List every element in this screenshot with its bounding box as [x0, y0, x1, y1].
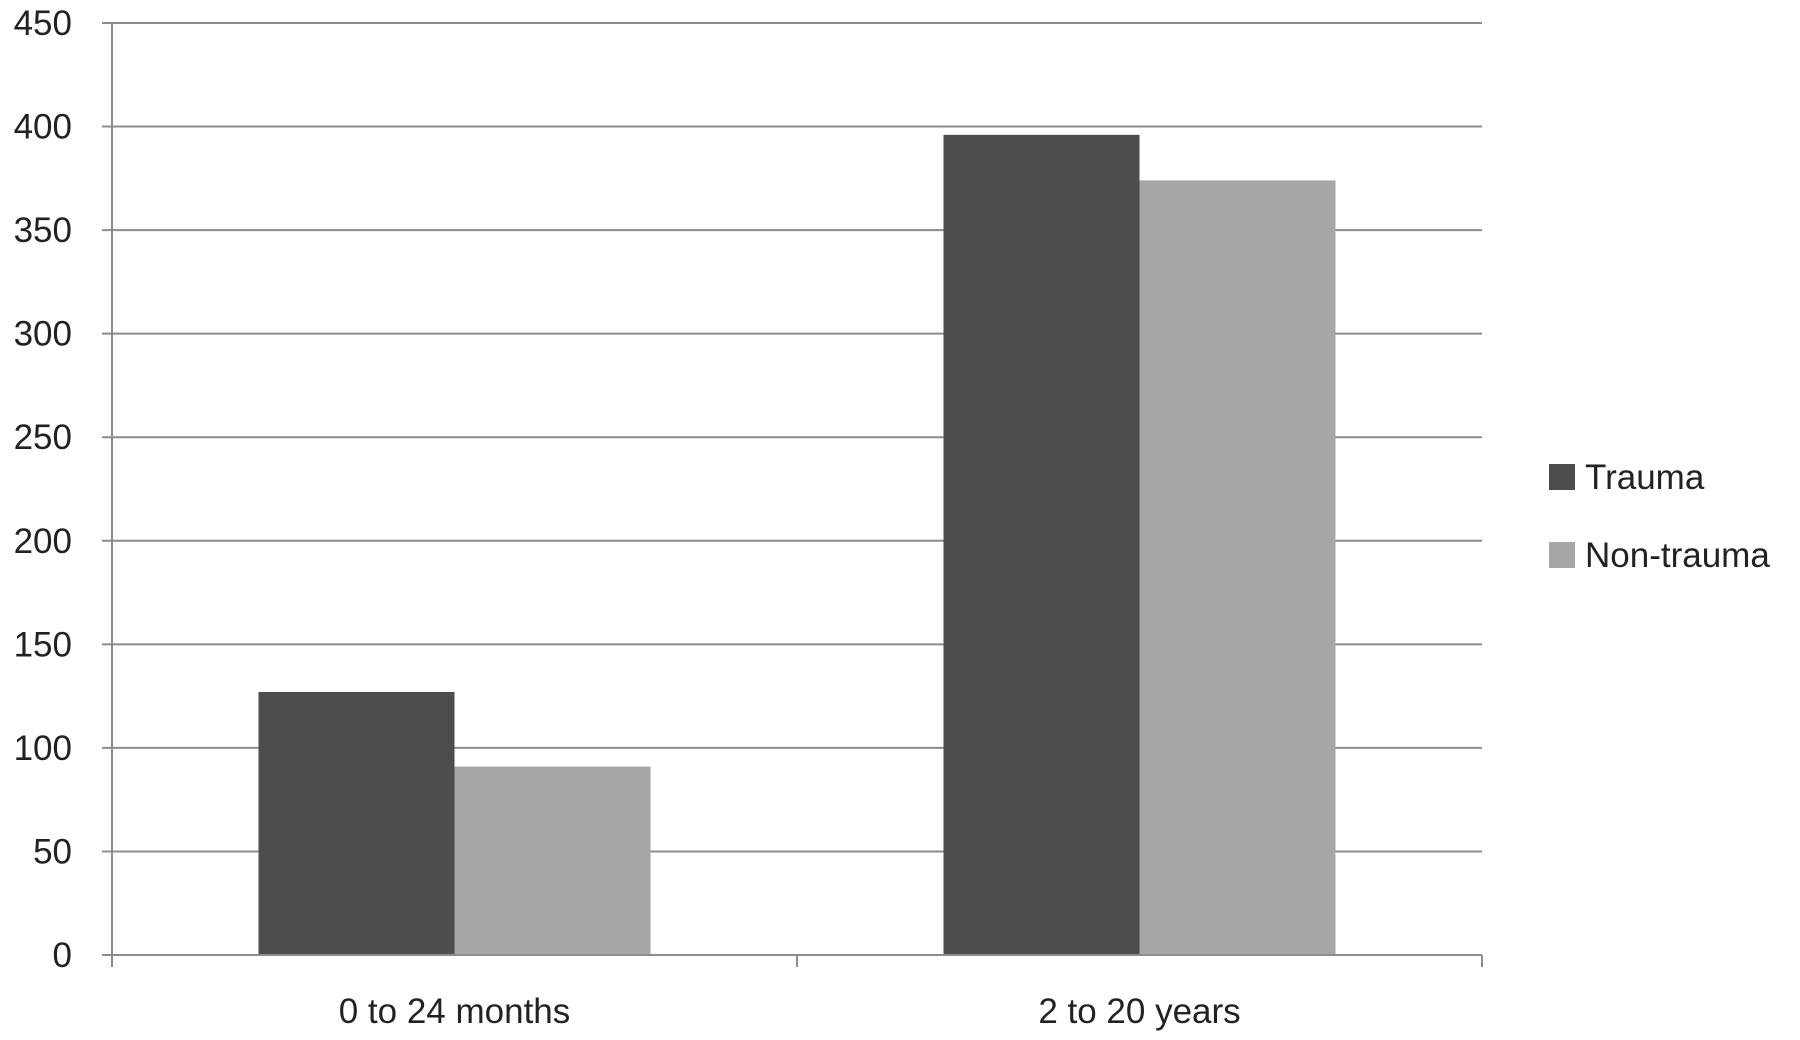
axes [102, 23, 1483, 967]
x-category-label: 2 to 20 years [1038, 992, 1240, 1031]
y-tick-label: 200 [14, 522, 72, 561]
y-tick-label: 350 [14, 211, 72, 250]
y-tick-label: 400 [14, 108, 72, 147]
legend-label: Trauma [1585, 458, 1705, 497]
bar-non-trauma [454, 766, 651, 955]
y-axis-tick-labels: 0 50 100 150 200 250 300 350 400 450 [14, 4, 72, 975]
legend-swatch [1549, 464, 1575, 490]
y-tick-label: 0 [53, 936, 72, 975]
bar-trauma [943, 134, 1140, 956]
y-tick-label: 150 [14, 625, 72, 664]
legend-swatch [1549, 542, 1575, 568]
bars [258, 134, 1336, 956]
x-axis-category-labels: 0 to 24 months 2 to 20 years [339, 992, 1241, 1031]
y-tick-label: 300 [14, 315, 72, 354]
legend-label: Non-trauma [1585, 536, 1770, 575]
y-tick-label: 50 [33, 832, 72, 871]
y-tick-label: 250 [14, 418, 72, 457]
bar-trauma [258, 691, 455, 955]
x-category-label: 0 to 24 months [339, 992, 571, 1031]
bar-non-trauma [1139, 180, 1336, 956]
y-tick-label: 450 [14, 4, 72, 43]
y-tick-label: 100 [14, 729, 72, 768]
legend: Trauma Non-trauma [1549, 458, 1770, 575]
